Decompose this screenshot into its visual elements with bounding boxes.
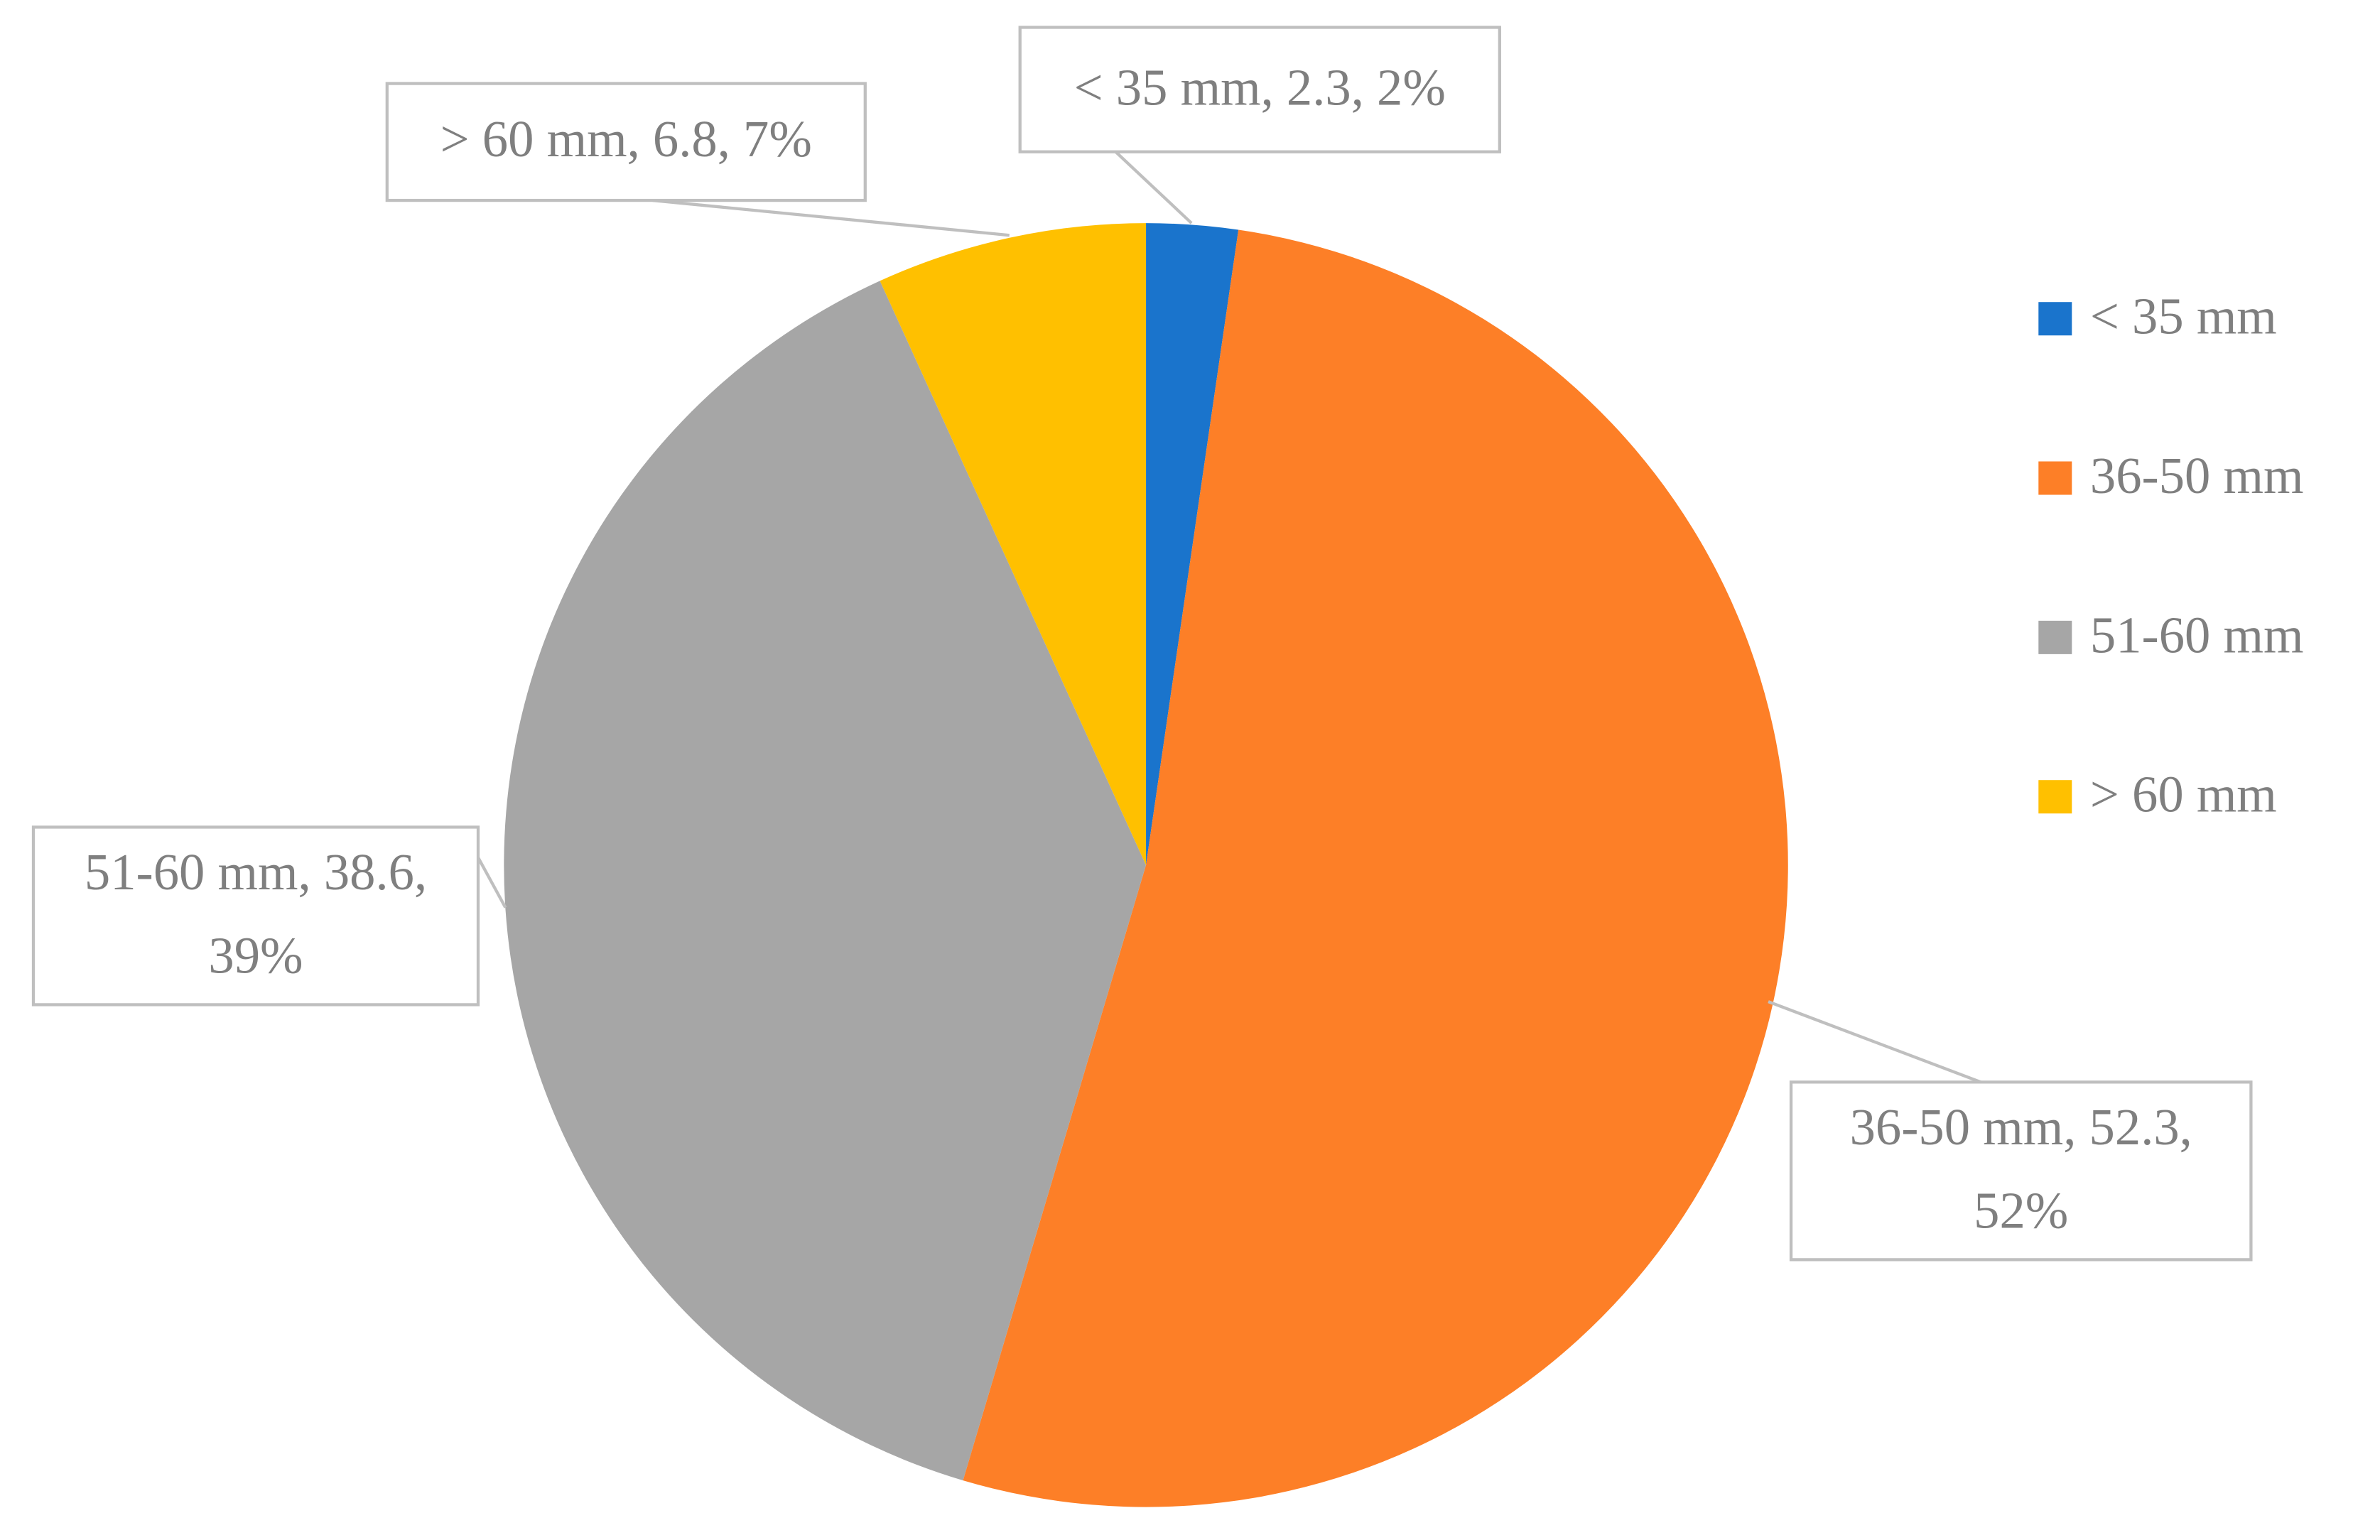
- pie-slice: [504, 281, 1147, 1481]
- legend-label: > 60 mm: [2090, 766, 2277, 823]
- pie-slice: [963, 229, 1788, 1507]
- data-label: > 60 mm, 6.8, 7%: [440, 112, 812, 169]
- leader-line: [652, 198, 1010, 237]
- pie-slice: [1146, 223, 1239, 865]
- leader-line: [477, 857, 507, 909]
- pie-slice: [880, 223, 1147, 865]
- legend-label: < 35 mm: [2090, 288, 2277, 345]
- legend-label: 36-50 mm: [2090, 447, 2304, 504]
- legend-swatch: [2038, 780, 2072, 814]
- label-box: [1018, 26, 1501, 153]
- label-frame: < 35 mm, 2.3, 2%: [1073, 60, 1446, 117]
- leader-line: [1768, 1000, 1981, 1084]
- label-frame: > 60 mm, 6.8, 7%: [440, 112, 812, 169]
- legend-swatch: [2038, 620, 2072, 654]
- data-label: 51-60 mm, 38.6, 39%: [84, 845, 428, 985]
- legend-swatch: [2038, 461, 2072, 495]
- data-label: < 35 mm, 2.3, 2%: [1073, 60, 1446, 117]
- label-box: [385, 82, 867, 202]
- leader-line: [1114, 151, 1193, 224]
- legend-swatch: [2038, 302, 2072, 336]
- label-box: [1789, 1080, 2253, 1262]
- label-box: [31, 825, 480, 1007]
- legend-label: 51-60 mm: [2090, 606, 2304, 663]
- label-frame: 51-60 mm, 38.6, 39%: [84, 845, 428, 985]
- label-frame: 36-50 mm, 52.3, 52%: [1849, 1100, 2192, 1240]
- data-label: 36-50 mm, 52.3, 52%: [1849, 1100, 2192, 1240]
